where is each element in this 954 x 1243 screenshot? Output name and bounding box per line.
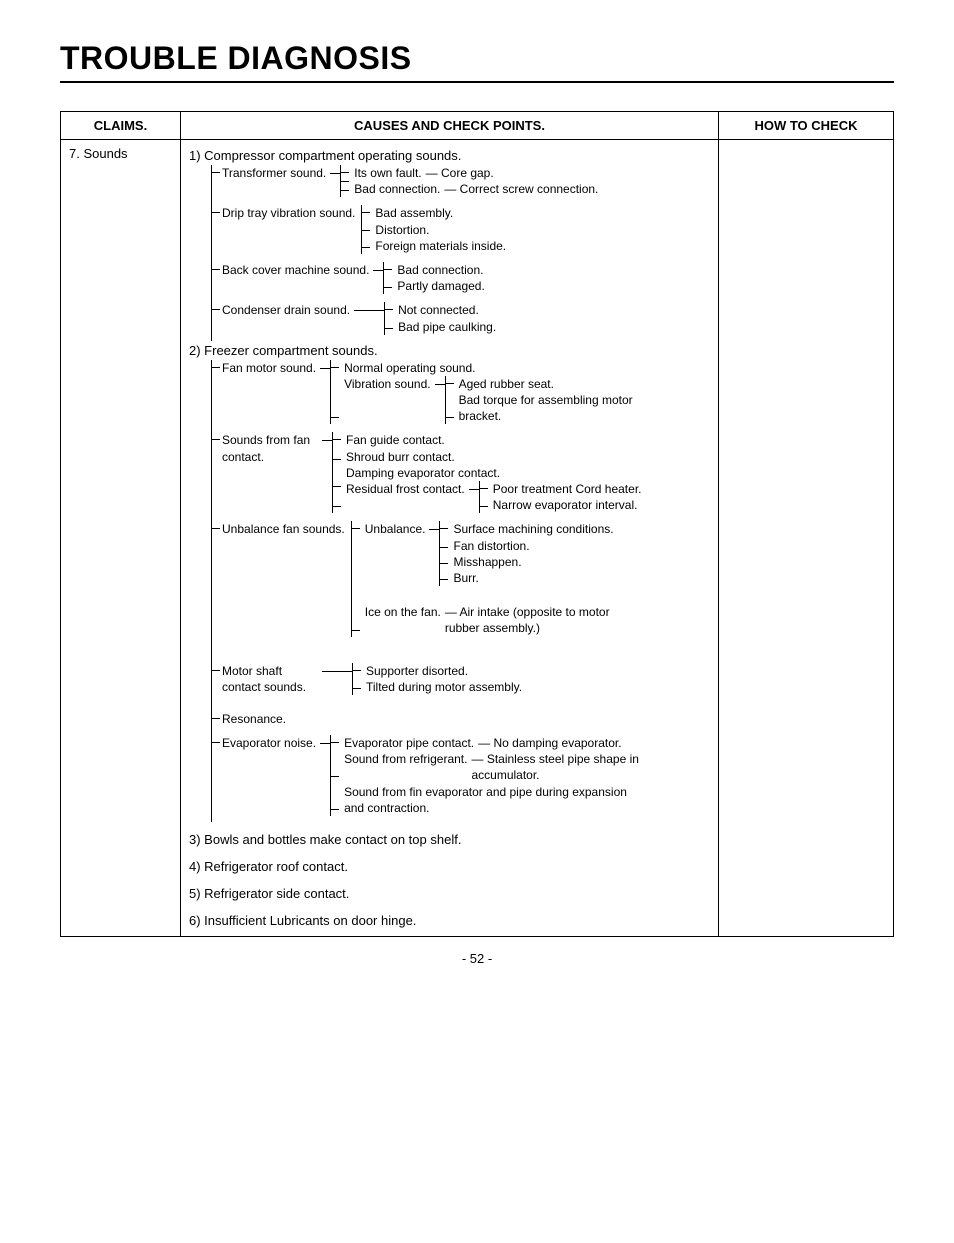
s1-0-1-l: Bad connection. — [354, 181, 444, 197]
s2-ev-1-t: Stainless steel pipe shape in accumulato… — [471, 751, 644, 783]
causes-cell: 1) Compressor compartment operating soun… — [181, 140, 719, 937]
page-number: - 52 - — [60, 951, 894, 966]
section1-list: Transformer sound. Its own fault. Core g… — [211, 165, 710, 341]
s1-item0-label: Transformer sound. — [222, 165, 330, 181]
s2-fc-res: Residual frost contact. — [346, 481, 469, 497]
s2-ub-2: Misshappen. — [453, 555, 521, 569]
s2-resonance: Resonance. — [222, 712, 286, 726]
diagnosis-table: CLAIMS. CAUSES AND CHECK POINTS. HOW TO … — [60, 111, 894, 937]
s2-ms-label: Motor shaft contact sounds. — [222, 663, 322, 695]
s2-ub-0: Surface machining conditions. — [453, 522, 613, 536]
s1-0-0-t: Core gap. — [426, 165, 498, 181]
s2-ub-3: Burr. — [453, 571, 478, 585]
s2-ev-label: Evaporator noise. — [222, 735, 320, 751]
s2-vib-1: Bad torque for assembling motor bracket. — [459, 393, 633, 423]
s2-fc-res-0: Poor treatment Cord heater. — [493, 482, 642, 496]
s2-ev-0-t: No damping evaporator. — [478, 735, 625, 751]
plain-3: 3) Bowls and bottles make contact on top… — [189, 832, 710, 847]
plain-5: 5) Refrigerator side contact. — [189, 886, 710, 901]
s2-ms-1: Tilted during motor assembly. — [366, 680, 522, 694]
s1-item1-label: Drip tray vibration sound. — [222, 205, 359, 221]
claim-cell: 7. Sounds — [61, 140, 181, 937]
s2-ev-0-l: Evaporator pipe contact. — [344, 735, 478, 751]
s1-0-1-t: Correct screw connection. — [444, 181, 602, 197]
s1-1-1: Distortion. — [375, 223, 429, 237]
col-check: HOW TO CHECK — [719, 112, 894, 140]
s1-3-1: Bad pipe caulking. — [398, 320, 496, 334]
title-rule — [60, 81, 894, 83]
s2-fanmotor-vib: Vibration sound. — [344, 376, 435, 392]
s1-item3-label: Condenser drain sound. — [222, 302, 354, 318]
section2-list: Fan motor sound. Normal operating sound.… — [211, 360, 710, 822]
s2-fc-0: Fan guide contact. — [346, 433, 445, 447]
s1-1-2: Foreign materials inside. — [375, 239, 506, 253]
s2-ub-node: Unbalance. — [365, 521, 430, 537]
check-cell — [719, 140, 894, 937]
s2-ice-t: Air intake (opposite to motor rubber ass… — [445, 604, 635, 636]
s1-item2-label: Back cover machine sound. — [222, 262, 373, 278]
s2-ub-label: Unbalance fan sounds. — [222, 521, 349, 537]
s2-fanmotor-label: Fan motor sound. — [222, 360, 320, 376]
s1-1-0: Bad assembly. — [375, 206, 453, 220]
s2-ice-l: Ice on the fan. — [365, 604, 445, 620]
col-claims: CLAIMS. — [61, 112, 181, 140]
s1-2-1: Partly damaged. — [397, 279, 484, 293]
page-title: TROUBLE DIAGNOSIS — [60, 40, 894, 77]
s2-fc-label: Sounds from fan contact. — [222, 432, 322, 464]
s1-3-0: Not connected. — [398, 303, 479, 317]
section2-heading: 2) Freezer compartment sounds. — [189, 343, 710, 358]
plain-4: 4) Refrigerator roof contact. — [189, 859, 710, 874]
s1-2-0: Bad connection. — [397, 263, 483, 277]
section1-heading: 1) Compressor compartment operating soun… — [189, 148, 710, 163]
s2-fc-res-1: Narrow evaporator interval. — [493, 498, 638, 512]
s2-ub-1: Fan distortion. — [453, 539, 529, 553]
s2-vib-0: Aged rubber seat. — [459, 377, 554, 391]
s2-ev-2-l: Sound from fin evaporator and pipe durin… — [344, 785, 627, 815]
col-causes: CAUSES AND CHECK POINTS. — [181, 112, 719, 140]
s1-0-0-l: Its own fault. — [354, 165, 425, 181]
s2-ev-1-l: Sound from refrigerant. — [344, 751, 471, 767]
s2-ms-0: Supporter disorted. — [366, 664, 468, 678]
plain-6: 6) Insufficient Lubricants on door hinge… — [189, 913, 710, 928]
s2-fanmotor-normal: Normal operating sound. — [344, 361, 475, 375]
s2-fc-2: Damping evaporator contact. — [346, 466, 500, 480]
s2-fc-1: Shroud burr contact. — [346, 450, 455, 464]
